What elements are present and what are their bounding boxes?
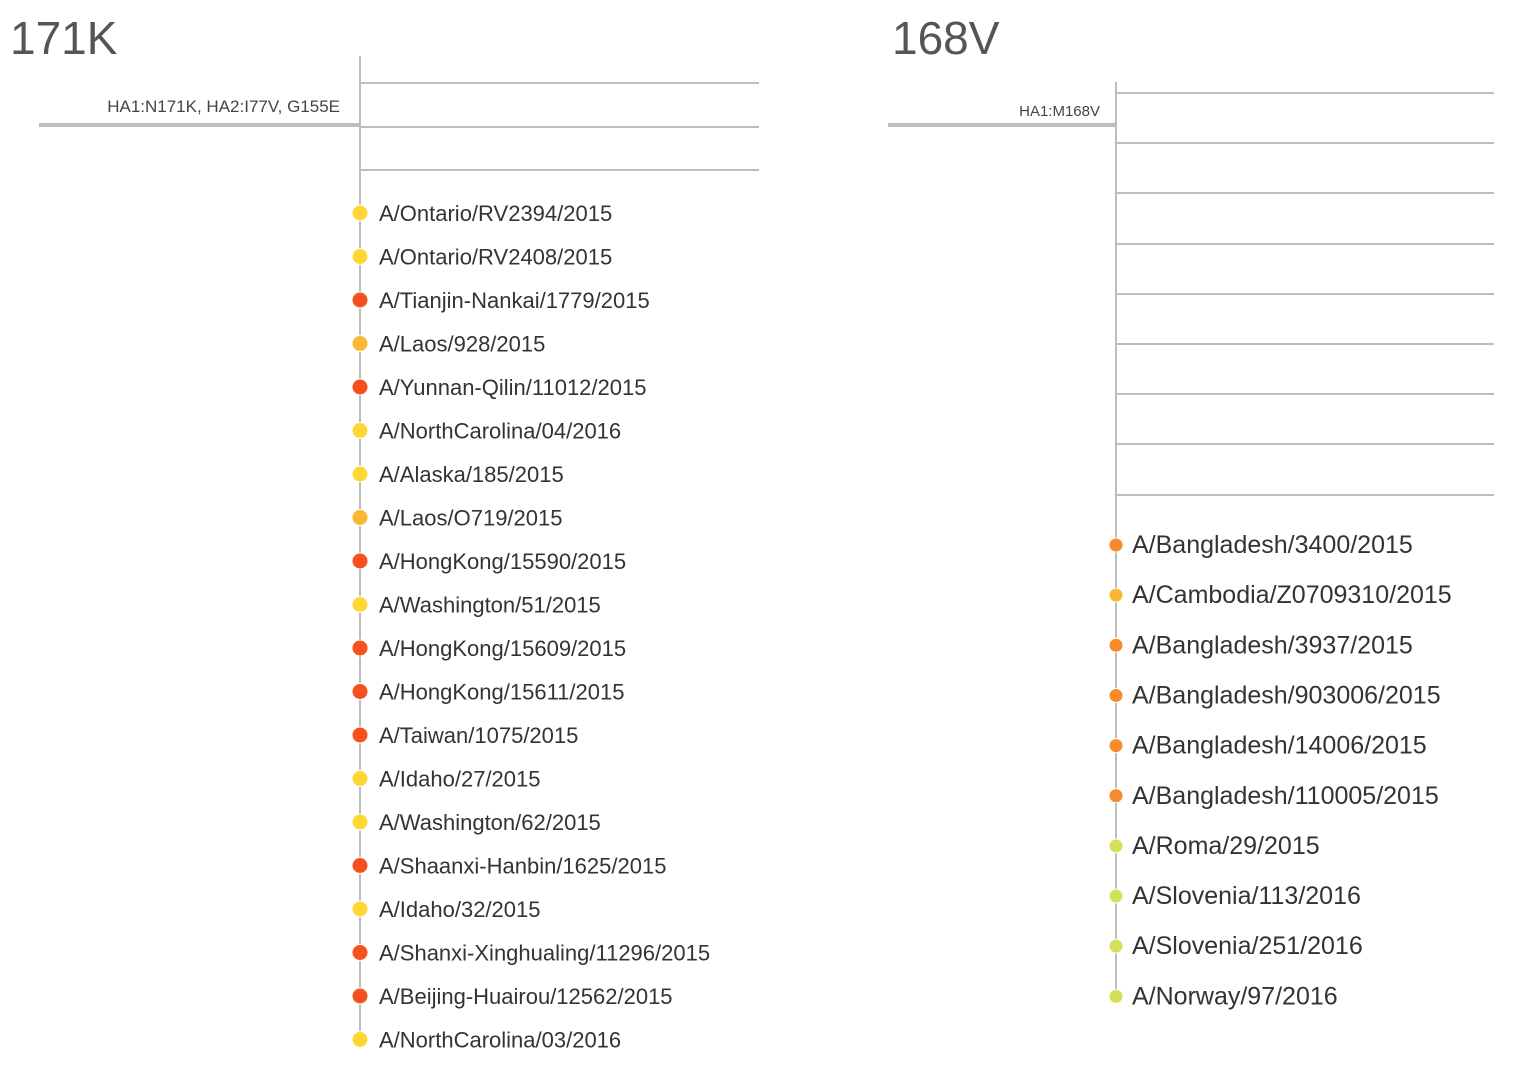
tip-marker[interactable] <box>351 552 369 570</box>
tip-node[interactable]: A/HongKong/15609/2015 <box>351 636 626 661</box>
tip-label: A/Taiwan/1075/2015 <box>379 723 578 748</box>
tip-marker[interactable] <box>1108 738 1124 754</box>
tip-marker[interactable] <box>351 465 369 483</box>
tip-node[interactable]: A/Bangladesh/3937/2015 <box>1108 631 1413 659</box>
tip-marker[interactable] <box>351 900 369 918</box>
mutation-label: HA1:N171K, HA2:I77V, G155E <box>107 97 340 116</box>
tip-node[interactable]: A/Idaho/32/2015 <box>351 897 540 922</box>
tip-label: A/Bangladesh/3400/2015 <box>1132 531 1413 559</box>
tip-node[interactable]: A/Ontario/RV2408/2015 <box>351 245 612 270</box>
clade-panel-168v: 168V HA1:M168V A/Bangladesh/3400/2015 A/C… <box>888 12 1494 1010</box>
tip-label: A/Cambodia/Z0709310/2015 <box>1132 581 1452 609</box>
tip-list: A/Bangladesh/3400/2015 A/Cambodia/Z070931… <box>1108 531 1452 1010</box>
tip-marker[interactable] <box>351 378 369 396</box>
tip-node[interactable]: A/Washington/62/2015 <box>351 810 601 835</box>
tip-node[interactable]: A/Shaanxi-Hanbin/1625/2015 <box>351 854 666 879</box>
tip-label: A/Roma/29/2015 <box>1132 832 1320 860</box>
tip-label: A/Idaho/27/2015 <box>379 767 540 792</box>
tip-label: A/Bangladesh/110005/2015 <box>1132 782 1439 810</box>
tip-label: A/Tianjin-Nankai/1779/2015 <box>379 288 650 313</box>
tip-marker[interactable] <box>351 813 369 831</box>
tip-label: A/HongKong/15590/2015 <box>379 549 626 574</box>
tip-node[interactable]: A/Laos/928/2015 <box>351 332 545 357</box>
tip-label: A/Yunnan-Qilin/11012/2015 <box>379 375 646 400</box>
tip-node[interactable]: A/Beijing-Huairou/12562/2015 <box>351 984 673 1009</box>
tip-label: A/Ontario/RV2394/2015 <box>379 201 612 226</box>
tip-label: A/Laos/928/2015 <box>379 332 545 357</box>
mutation-label: HA1:M168V <box>1019 103 1100 120</box>
tip-node[interactable]: A/Ontario/RV2394/2015 <box>351 201 612 226</box>
tip-marker[interactable] <box>351 596 369 613</box>
tip-node[interactable]: A/Bangladesh/903006/2015 <box>1108 681 1441 709</box>
tip-marker[interactable] <box>351 291 369 309</box>
tip-node[interactable]: A/NorthCarolina/03/2016 <box>351 1028 621 1053</box>
tip-node[interactable]: A/Laos/O719/2015 <box>351 506 562 531</box>
tip-node[interactable]: A/Bangladesh/14006/2015 <box>1108 732 1427 760</box>
tip-node[interactable]: A/HongKong/15590/2015 <box>351 549 626 574</box>
tip-node[interactable]: A/Taiwan/1075/2015 <box>351 723 578 748</box>
tip-label: A/Beijing-Huairou/12562/2015 <box>379 984 673 1009</box>
tip-label: A/HongKong/15609/2015 <box>379 636 626 661</box>
tip-node[interactable]: A/Alaska/185/2015 <box>351 462 564 487</box>
tip-marker[interactable] <box>1108 988 1124 1004</box>
tip-marker[interactable] <box>351 204 369 222</box>
tip-marker[interactable] <box>351 639 369 657</box>
tip-marker[interactable] <box>351 987 369 1005</box>
tip-marker[interactable] <box>351 683 369 700</box>
tip-node[interactable]: A/Idaho/27/2015 <box>351 767 540 792</box>
tip-marker[interactable] <box>351 726 369 744</box>
tip-node[interactable]: A/Yunnan-Qilin/11012/2015 <box>351 375 646 400</box>
tip-node[interactable]: A/HongKong/15611/2015 <box>351 680 624 705</box>
tip-marker[interactable] <box>1108 788 1124 804</box>
tip-label: A/Laos/O719/2015 <box>379 506 562 531</box>
tip-marker[interactable] <box>351 944 369 961</box>
tip-label: A/Norway/97/2016 <box>1132 982 1338 1010</box>
tip-label: A/HongKong/15611/2015 <box>379 680 624 705</box>
tip-label: A/Ontario/RV2408/2015 <box>379 245 612 270</box>
tip-marker[interactable] <box>1108 637 1124 653</box>
tip-node[interactable]: A/Norway/97/2016 <box>1108 982 1338 1010</box>
tip-label: A/Idaho/32/2015 <box>379 897 540 922</box>
tip-label: A/Bangladesh/3937/2015 <box>1132 631 1413 659</box>
tip-label: A/Washington/51/2015 <box>379 593 601 618</box>
tip-node[interactable]: A/Washington/51/2015 <box>351 593 601 618</box>
tip-label: A/Bangladesh/14006/2015 <box>1132 732 1427 760</box>
tip-label: A/Alaska/185/2015 <box>379 462 564 487</box>
tip-label: A/NorthCarolina/04/2016 <box>379 419 621 444</box>
tip-node[interactable]: A/Bangladesh/3400/2015 <box>1108 531 1413 559</box>
tip-list: A/Ontario/RV2394/2015 A/Ontario/RV2408/20… <box>351 201 710 1053</box>
tip-marker[interactable] <box>1108 587 1124 603</box>
tip-node[interactable]: A/Tianjin-Nankai/1779/2015 <box>351 288 650 313</box>
tip-node[interactable]: A/Roma/29/2015 <box>1108 832 1320 860</box>
tip-marker[interactable] <box>1108 537 1124 553</box>
panel-title: 171K <box>10 12 118 64</box>
tip-marker[interactable] <box>351 770 369 787</box>
tip-marker[interactable] <box>351 248 369 265</box>
tip-marker[interactable] <box>351 1031 369 1048</box>
tip-marker[interactable] <box>351 422 369 439</box>
tip-label: A/Washington/62/2015 <box>379 810 601 835</box>
tip-marker[interactable] <box>1108 888 1124 904</box>
tip-node[interactable]: A/Bangladesh/110005/2015 <box>1108 782 1439 810</box>
tip-marker[interactable] <box>351 509 369 526</box>
tip-node[interactable]: A/Shanxi-Xinghualing/11296/2015 <box>351 941 710 966</box>
clade-panel-171k: 171K HA1:N171K, HA2:I77V, G155E A/Ontari… <box>10 12 759 1053</box>
tip-label: A/Slovenia/113/2016 <box>1132 882 1361 910</box>
tip-node[interactable]: A/NorthCarolina/04/2016 <box>351 419 621 444</box>
tip-marker[interactable] <box>351 335 369 352</box>
tip-label: A/Shanxi-Xinghualing/11296/2015 <box>379 941 710 966</box>
tip-marker[interactable] <box>1108 687 1124 703</box>
tip-marker[interactable] <box>351 857 369 874</box>
panel-title: 168V <box>892 12 1000 64</box>
tip-node[interactable]: A/Slovenia/113/2016 <box>1108 882 1361 910</box>
tip-label: A/Shaanxi-Hanbin/1625/2015 <box>379 854 666 879</box>
tip-marker[interactable] <box>1108 838 1124 854</box>
tip-node[interactable]: A/Cambodia/Z0709310/2015 <box>1108 581 1452 609</box>
tip-label: A/Slovenia/251/2016 <box>1132 932 1363 960</box>
tip-label: A/Bangladesh/903006/2015 <box>1132 681 1441 709</box>
tip-label: A/NorthCarolina/03/2016 <box>379 1028 621 1053</box>
tip-node[interactable]: A/Slovenia/251/2016 <box>1108 932 1363 960</box>
tip-marker[interactable] <box>1108 938 1124 954</box>
